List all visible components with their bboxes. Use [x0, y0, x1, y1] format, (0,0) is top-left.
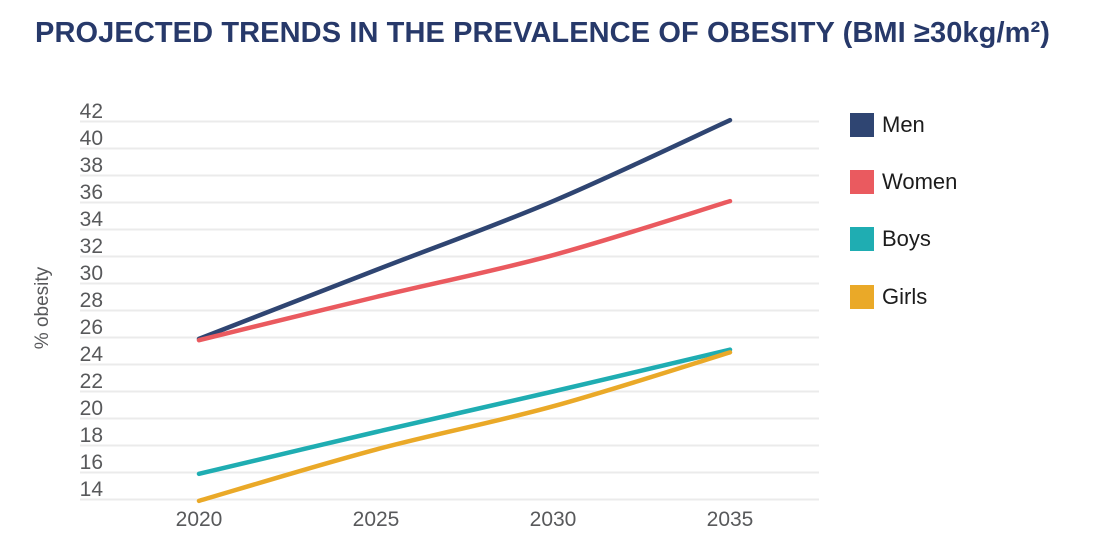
y-tick-label-36: 36 — [80, 181, 103, 204]
legend-item-girls: Girls — [850, 284, 927, 310]
page-title: PROJECTED TRENDS IN THE PREVALENCE OF OB… — [35, 17, 1051, 49]
series-line-men — [196, 117, 733, 342]
y-tick-label-34: 34 — [80, 208, 104, 231]
x-tick-label-2025: 2025 — [353, 508, 400, 531]
legend-item-boys: Boys — [850, 226, 931, 252]
y-tick-label-32: 32 — [80, 235, 103, 258]
y-tick-label-38: 38 — [80, 154, 103, 177]
y-tick-label-22: 22 — [80, 370, 103, 393]
y-tick-label-20: 20 — [80, 397, 103, 420]
series-line-girls — [196, 350, 733, 504]
y-tick-label-30: 30 — [80, 262, 103, 285]
y-axis-title: % obesity — [32, 266, 53, 349]
y-tick-label-28: 28 — [80, 289, 103, 312]
y-tick-label-14: 14 — [80, 478, 104, 501]
x-tick-label-2020: 2020 — [176, 508, 223, 531]
legend-swatch-women — [850, 170, 874, 194]
y-tick-label-24: 24 — [80, 343, 104, 366]
y-tick-label-16: 16 — [80, 451, 103, 474]
x-tick-label-2035: 2035 — [707, 508, 754, 531]
legend-label-men: Men — [882, 112, 925, 137]
legend-swatch-boys — [850, 227, 874, 251]
y-tick-label-40: 40 — [80, 127, 103, 150]
y-tick-label-18: 18 — [80, 424, 103, 447]
x-tick-label-2030: 2030 — [530, 508, 577, 531]
series-line-boys — [196, 347, 733, 477]
legend-label-boys: Boys — [882, 226, 931, 251]
legend-swatch-men — [850, 113, 874, 137]
legend-label-women: Women — [882, 169, 958, 194]
legend-label-girls: Girls — [882, 284, 928, 309]
series-line-women — [196, 198, 733, 343]
y-tick-label-42: 42 — [80, 100, 103, 123]
legend-item-women: Women — [850, 169, 957, 195]
legend-swatch-girls — [850, 285, 874, 309]
y-tick-label-26: 26 — [80, 316, 103, 339]
legend-item-men: Men — [850, 112, 925, 138]
